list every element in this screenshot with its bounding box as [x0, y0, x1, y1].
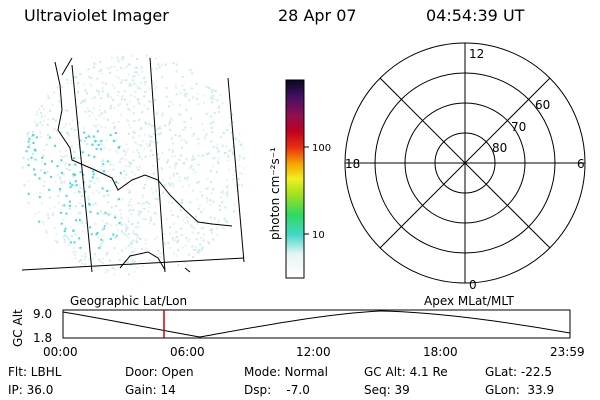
x-tick-label: 23:59 — [550, 345, 585, 359]
meridian-line — [71, 64, 93, 273]
x-tick-label: 18:00 — [423, 345, 458, 359]
altitude-curve — [62, 310, 571, 338]
mlt-label-dawn: 6 — [577, 157, 585, 171]
coastline — [54, 61, 233, 227]
info-ip: IP: 36.0 — [8, 383, 54, 397]
info-seq: Seq: 39 — [364, 383, 410, 397]
geographic-coord-label: Geographic Lat/Lon — [70, 294, 188, 308]
mlt-label-midnight: 0 — [469, 278, 477, 292]
y-axis-label: GC Alt — [11, 309, 25, 347]
x-tick-label: 00:00 — [43, 345, 78, 359]
y-tick-label: 1.8 — [33, 331, 52, 345]
y-tick-label: 9.0 — [33, 307, 52, 321]
mlt-label-dusk: 18 — [345, 157, 360, 171]
info-glat: GLat: -22.5 — [485, 365, 552, 379]
observation-time: 04:54:39 UT — [426, 6, 525, 25]
lat-label-80: 80 — [492, 141, 507, 155]
info-mode: Mode: Normal — [244, 365, 328, 379]
info-door: Door: Open — [125, 365, 194, 379]
info-dsp: Dsp: -7.0 — [244, 383, 310, 397]
info-gc-alt: GC Alt: 4.1 Re — [364, 365, 448, 379]
lat-label-70: 70 — [511, 120, 526, 134]
mlt-label-noon: 12 — [469, 47, 484, 61]
parallel-line — [21, 257, 245, 271]
x-tick-label: 06:00 — [170, 345, 205, 359]
lat-label-60: 60 — [535, 98, 550, 112]
colorbar-unit-label: photon cm⁻²s⁻¹ — [268, 147, 282, 240]
x-tick-label: 12:00 — [296, 345, 331, 359]
meridian-line — [149, 57, 166, 273]
colorbar-tick-label: 100 — [312, 143, 331, 154]
coastline — [119, 251, 166, 271]
instrument-title: Ultraviolet Imager — [24, 6, 169, 25]
info-filter: Flt: LBHL — [8, 365, 62, 379]
info-glon: GLon: 33.9 — [485, 383, 555, 397]
uv-emission-speckle — [21, 54, 245, 277]
observation-date: 28 Apr 07 — [278, 6, 357, 25]
coastline — [184, 267, 191, 273]
colorbar-tick-label: 10 — [312, 230, 325, 241]
coastline — [61, 57, 73, 76]
meridian-line — [227, 77, 245, 263]
apex-coord-label: Apex MLat/MLT — [424, 294, 514, 308]
info-gain: Gain: 14 — [125, 383, 176, 397]
